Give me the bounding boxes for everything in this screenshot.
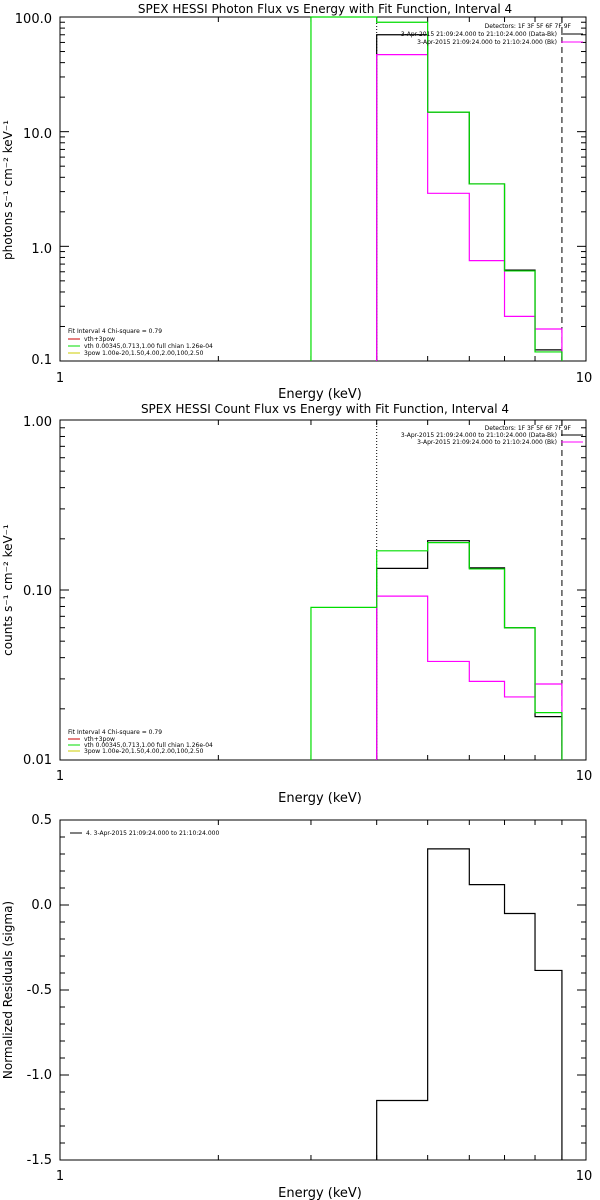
- photon-flux-y-tick-label: 10.0: [23, 127, 52, 142]
- residuals-x-tick-label: 1: [56, 1169, 64, 1184]
- photon-flux-x-axis-label: Energy (keV): [278, 387, 362, 402]
- count-flux-fit-info: Fit Interval 4 Chi-square = 0.79 vth+3po…: [68, 729, 213, 755]
- photon-flux-legend-item-label: 3-Apr-2015 21:09:24.000 to 21:10:24.000 …: [417, 39, 557, 46]
- photon-flux-y-tick-label: 1.0: [31, 242, 52, 257]
- count-flux-x-tick-label: 10: [576, 769, 593, 784]
- residuals-plot-frame: [59, 819, 587, 1161]
- residuals-y-tick-label: -0.5: [27, 983, 52, 998]
- count-flux-series-bk: [376, 595, 563, 760]
- photon-flux-y-tick-label: 100.0: [15, 12, 52, 27]
- photon-flux-legend: Detectors: 1F 3F 5F 6F 7F 9F 3-Apr-2015 …: [401, 23, 583, 46]
- photon-flux-y-tick-label: 0.1: [31, 353, 52, 368]
- photon-flux-fit-item: vth+3pow: [84, 336, 115, 343]
- residuals-legend-item-label: 4. 3-Apr-2015 21:09:24.000 to 21:10:24.0…: [86, 830, 219, 837]
- count-flux-fit-item: 3pow 1.00e-20,1.50,4.00,2.00,100,2.50: [84, 748, 204, 755]
- count-flux-markers: [376, 420, 563, 760]
- residuals-legend: 4. 3-Apr-2015 21:09:24.000 to 21:10:24.0…: [70, 830, 219, 837]
- photon-flux-fit-item: 3pow 1.00e-20,1.50,4.00,2.00,100,2.50: [84, 350, 204, 357]
- photon-flux-x-tick-label: 10: [576, 371, 593, 386]
- residuals-y-axis-label: Normalized Residuals (sigma): [1, 901, 15, 1079]
- residuals-y-tick-label: -1.0: [27, 1068, 52, 1083]
- count-flux-tick-marks: [59, 419, 587, 761]
- residuals-x-axis-label: Energy (keV): [278, 1186, 362, 1200]
- photon-flux-title: SPEX HESSI Photon Flux vs Energy with Fi…: [138, 2, 512, 16]
- count-flux-series-vth: [310, 542, 563, 760]
- photon-flux-markers: [376, 17, 563, 361]
- photon-flux-fit-item: vth 0.00345,0.713,1.00 full chian 1.26e-…: [84, 343, 213, 350]
- photon-flux-series-vth: [310, 16, 563, 361]
- residuals-y-tick-label: -1.5: [27, 1153, 52, 1168]
- photon-flux-series-bk: [376, 53, 563, 361]
- count-flux-legend-item-label: 3-Apr-2015 21:09:24.000 to 21:10:24.000 …: [417, 439, 557, 446]
- count-flux-series-data-bk: [376, 540, 563, 760]
- residuals-tick-marks: [59, 819, 587, 1161]
- residuals-series-4: [376, 848, 563, 1160]
- photon-flux-fit-header: Fit Interval 4 Chi-square = 0.79: [68, 328, 162, 335]
- count-flux-title: SPEX HESSI Count Flux vs Energy with Fit…: [141, 402, 509, 416]
- count-flux-x-axis-label: Energy (keV): [278, 791, 362, 806]
- photon-flux-x-tick-label: 1: [56, 371, 64, 386]
- count-flux-y-tick-label: 0.10: [23, 584, 52, 599]
- residuals-y-tick-label: 0.5: [31, 813, 52, 828]
- photon-flux-fit-info: Fit Interval 4 Chi-square = 0.79 vth+3po…: [68, 328, 213, 357]
- count-flux-x-tick-label: 1: [56, 769, 64, 784]
- photon-flux-series: [310, 16, 563, 361]
- count-flux-fit-header: Fit Interval 4 Chi-square = 0.79: [68, 729, 162, 736]
- count-flux-panel: SPEX HESSI Count Flux vs Energy with Fit…: [1, 402, 592, 806]
- photon-flux-plot-frame: [59, 16, 587, 362]
- count-flux-series: [310, 540, 563, 760]
- count-flux-y-axis-label: counts s⁻¹ cm⁻² keV⁻¹: [1, 524, 15, 656]
- residuals-series: [376, 848, 563, 1160]
- residuals-panel: -1.5 -1.0 -0.5 0.0 0.5 1 10 Energy (keV)…: [1, 813, 592, 1200]
- count-flux-fit-item: vth+3pow: [84, 736, 115, 743]
- count-flux-plot-frame: [59, 419, 587, 761]
- count-flux-y-tick-label: 1.00: [23, 415, 52, 430]
- photon-flux-legend-item-label: 3-Apr-2015 21:09:24.000 to 21:10:24.000 …: [401, 31, 557, 38]
- residuals-x-tick-label: 10: [576, 1169, 593, 1184]
- photon-flux-tick-marks: [59, 16, 587, 362]
- count-flux-legend-item-label: 3-Apr-2015 21:09:24.000 to 21:10:24.000 …: [401, 432, 557, 439]
- count-flux-fit-item: vth 0.00345,0.713,1.00 full chian 1.26e-…: [84, 742, 213, 749]
- count-flux-legend-title: Detectors: 1F 3F 5F 6F 7F 9F: [485, 425, 572, 432]
- count-flux-legend: Detectors: 1F 3F 5F 6F 7F 9F 3-Apr-2015 …: [401, 425, 583, 446]
- photon-flux-y-axis-label: photons s⁻¹ cm⁻² keV⁻¹: [1, 120, 15, 260]
- residuals-y-tick-label: 0.0: [31, 898, 52, 913]
- count-flux-y-tick-label: 0.01: [23, 753, 52, 768]
- photon-flux-legend-title: Detectors: 1F 3F 5F 6F 7F 9F: [485, 23, 572, 30]
- photon-flux-panel: SPEX HESSI Photon Flux vs Energy with Fi…: [1, 2, 592, 402]
